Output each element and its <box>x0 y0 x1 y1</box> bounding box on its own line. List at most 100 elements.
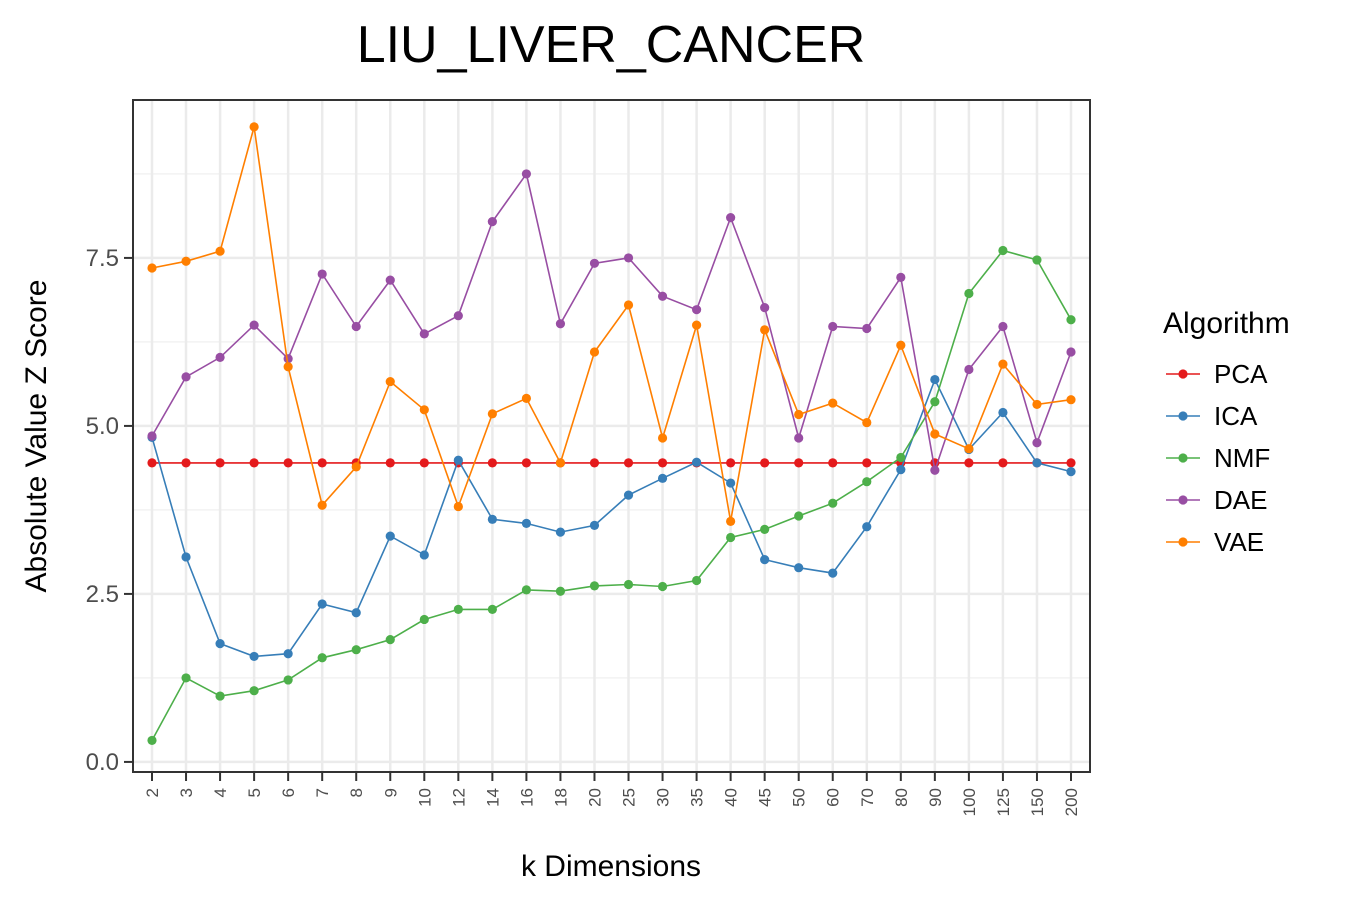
legend-item-dae: DAE <box>1166 485 1267 515</box>
data-point-pca <box>657 458 668 468</box>
x-tick-label: 60 <box>824 788 843 807</box>
data-point-nmf <box>862 477 872 487</box>
data-point-pca <box>862 458 872 468</box>
data-point-ica <box>521 518 532 528</box>
y-tick-label: 0.0 <box>86 749 119 776</box>
data-point-dae <box>691 305 702 315</box>
x-tick-label: 45 <box>756 788 775 807</box>
x-axis: 2 3 4 5 6 7 8 9 10 12 14 16 18 20 25 30 35 40 45 50 60 70 80 90… <box>143 772 1081 816</box>
data-point-dae <box>419 329 429 339</box>
data-point-vae <box>249 122 259 132</box>
y-axis-title: Absolute Value Z Score <box>20 280 53 593</box>
x-tick-label: 25 <box>620 788 639 807</box>
x-tick-label: 4 <box>211 788 230 797</box>
data-point-nmf <box>1032 255 1042 265</box>
data-point-vae <box>419 405 429 415</box>
data-point-vae <box>623 300 634 310</box>
x-tick-label: 5 <box>245 788 264 797</box>
series-dae <box>147 169 1076 475</box>
data-point-ica <box>623 490 634 500</box>
x-tick-label: 7 <box>313 788 332 797</box>
data-point-pca <box>521 458 532 468</box>
data-point-pca <box>623 458 634 468</box>
data-point-vae <box>862 417 872 428</box>
data-point-nmf <box>385 635 395 645</box>
x-axis-title: k Dimensions <box>521 850 701 883</box>
data-point-ica <box>317 599 327 609</box>
series-vae <box>147 122 1076 526</box>
x-tick-label: 9 <box>381 788 400 797</box>
legend-label: VAE <box>1214 527 1264 557</box>
legend-item-nmf: NMF <box>1166 443 1270 473</box>
data-point-nmf <box>589 581 600 591</box>
data-point-nmf <box>1066 315 1076 325</box>
data-point-dae <box>453 311 463 321</box>
x-tick-label: 70 <box>858 788 877 807</box>
data-point-vae <box>385 376 395 387</box>
legend-key-point <box>1178 495 1188 505</box>
data-point-vae <box>794 409 804 420</box>
data-point-nmf <box>521 585 532 595</box>
data-point-ica <box>1066 467 1076 477</box>
x-tick-label: 35 <box>688 788 707 807</box>
data-point-dae <box>862 323 872 334</box>
data-point-pca <box>998 458 1008 468</box>
x-tick-label: 10 <box>415 788 434 807</box>
data-point-pca <box>385 458 395 468</box>
data-point-vae <box>317 500 327 510</box>
data-point-nmf <box>794 511 804 521</box>
x-tick-label: 40 <box>722 788 741 807</box>
data-point-pca <box>147 458 157 468</box>
data-point-nmf <box>181 673 191 683</box>
data-point-dae <box>623 253 634 263</box>
y-tick-label: 7.5 <box>86 245 119 272</box>
data-point-ica <box>862 522 872 532</box>
data-point-ica <box>351 608 361 618</box>
data-point-ica <box>283 649 293 659</box>
x-tick-label: 2 <box>143 788 162 797</box>
x-tick-label: 100 <box>960 788 979 816</box>
data-point-ica <box>896 465 906 475</box>
series-line-vae <box>151 126 1072 522</box>
series-line-dae <box>151 171 1072 471</box>
series-line-ica <box>151 377 1072 658</box>
data-point-pca <box>215 458 225 468</box>
x-tick-label: 6 <box>279 788 298 797</box>
data-point-ica <box>691 457 702 467</box>
data-point-pca <box>283 458 293 468</box>
data-point-vae <box>181 256 191 266</box>
data-point-nmf <box>555 586 566 596</box>
series-line-nmf <box>151 249 1072 741</box>
data-point-ica <box>419 550 429 560</box>
series-layer <box>147 122 1076 746</box>
data-point-vae <box>1032 399 1042 410</box>
data-point-ica <box>181 552 191 562</box>
legend-items: PCA ICA NMF DAE VAE <box>1166 359 1270 557</box>
data-point-ica <box>555 527 566 537</box>
chart-title: LIU_LIVER_CANCER <box>357 16 866 74</box>
data-point-dae <box>726 213 736 223</box>
data-point-vae <box>453 501 463 512</box>
data-point-nmf <box>760 524 770 535</box>
data-point-pca <box>487 458 497 468</box>
data-point-dae <box>930 465 940 475</box>
data-point-ica <box>930 374 940 385</box>
legend-key-point <box>1178 537 1188 547</box>
data-point-nmf <box>215 691 225 701</box>
legend-item-vae: VAE <box>1166 527 1264 557</box>
x-tick-label: 14 <box>483 788 502 807</box>
x-tick-label: 16 <box>517 788 536 807</box>
data-point-vae <box>351 462 361 472</box>
data-point-pca <box>181 458 191 468</box>
data-point-ica <box>249 651 259 662</box>
data-point-ica <box>1032 458 1042 468</box>
data-point-dae <box>896 272 906 283</box>
data-point-vae <box>147 263 157 273</box>
data-point-vae <box>215 246 225 256</box>
data-point-vae <box>555 458 566 468</box>
data-point-dae <box>657 291 668 301</box>
data-point-dae <box>1066 347 1076 357</box>
x-tick-label: 90 <box>926 788 945 807</box>
data-point-nmf <box>930 397 940 407</box>
